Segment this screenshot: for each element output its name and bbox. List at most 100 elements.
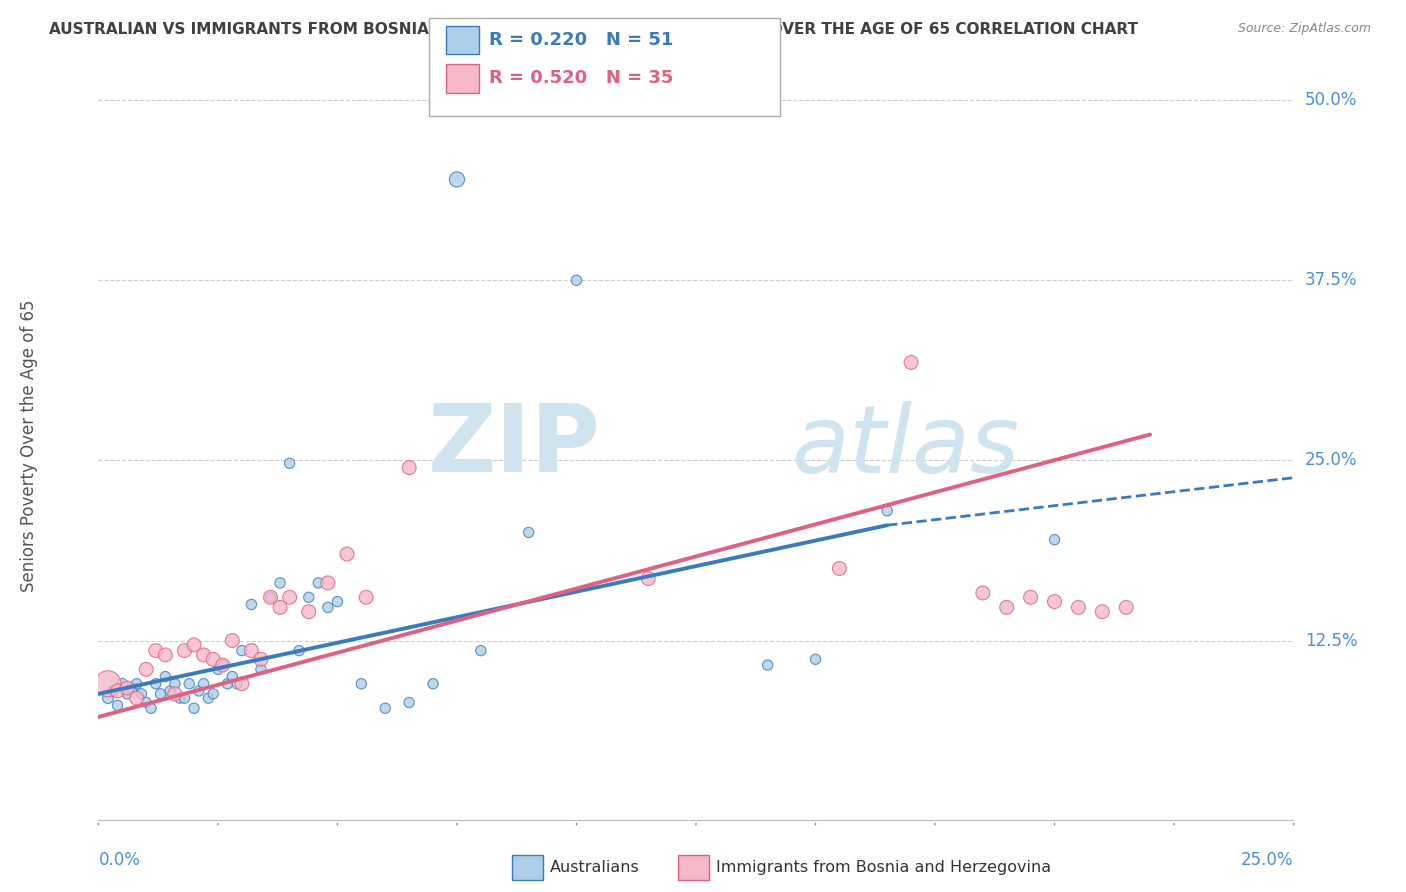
Point — [259, 591, 281, 605]
Point — [217, 677, 239, 691]
Point — [179, 677, 201, 691]
Point — [173, 643, 195, 657]
Point — [278, 456, 301, 470]
Point — [193, 677, 215, 691]
Point — [354, 591, 377, 605]
Point — [115, 681, 138, 695]
Point — [1043, 594, 1066, 608]
Point — [1115, 600, 1137, 615]
Text: R = 0.520   N = 35: R = 0.520 N = 35 — [489, 70, 673, 87]
Point — [107, 698, 129, 713]
Text: atlas: atlas — [792, 401, 1019, 491]
Point — [187, 684, 209, 698]
Point — [240, 643, 263, 657]
Point — [517, 525, 540, 540]
Point — [1019, 591, 1042, 605]
Point — [125, 691, 148, 706]
Point — [149, 687, 172, 701]
Point — [159, 684, 181, 698]
Point — [250, 662, 273, 676]
Point — [446, 172, 468, 186]
Point — [155, 669, 177, 683]
Text: Source: ZipAtlas.com: Source: ZipAtlas.com — [1237, 22, 1371, 36]
Point — [350, 677, 373, 691]
Text: AUSTRALIAN VS IMMIGRANTS FROM BOSNIA AND HERZEGOVINA SENIORS POVERTY OVER THE AG: AUSTRALIAN VS IMMIGRANTS FROM BOSNIA AND… — [49, 22, 1139, 37]
Text: Immigrants from Bosnia and Herzegovina: Immigrants from Bosnia and Herzegovina — [716, 860, 1050, 874]
Point — [221, 669, 243, 683]
Point — [155, 648, 177, 662]
Point — [169, 691, 191, 706]
Point — [197, 691, 219, 706]
Point — [269, 600, 291, 615]
Point — [145, 677, 167, 691]
Point — [231, 643, 253, 657]
Point — [288, 643, 311, 657]
Point — [995, 600, 1018, 615]
Point — [565, 273, 588, 287]
Point — [756, 658, 779, 673]
Point — [207, 662, 229, 676]
Point — [101, 684, 124, 698]
Point — [336, 547, 359, 561]
Point — [828, 561, 851, 575]
Text: 25.0%: 25.0% — [1305, 451, 1357, 469]
Point — [231, 677, 253, 691]
Point — [398, 696, 420, 710]
Point — [1067, 600, 1090, 615]
Point — [259, 591, 281, 605]
Point — [307, 575, 329, 590]
Point — [111, 677, 134, 691]
Point — [121, 681, 143, 695]
Point — [115, 687, 138, 701]
Text: Seniors Poverty Over the Age of 65: Seniors Poverty Over the Age of 65 — [20, 300, 38, 592]
Point — [193, 648, 215, 662]
Point — [183, 701, 205, 715]
Point — [374, 701, 396, 715]
Text: 12.5%: 12.5% — [1305, 632, 1357, 649]
Point — [250, 652, 273, 666]
Point — [173, 691, 195, 706]
Point — [316, 600, 339, 615]
Text: R = 0.220   N = 51: R = 0.220 N = 51 — [489, 31, 673, 49]
Text: 0.0%: 0.0% — [98, 851, 141, 869]
Point — [97, 691, 120, 706]
Point — [422, 677, 444, 691]
Point — [637, 572, 659, 586]
Text: 25.0%: 25.0% — [1241, 851, 1294, 869]
Point — [202, 687, 225, 701]
Point — [202, 652, 225, 666]
Point — [221, 633, 243, 648]
Point — [163, 687, 186, 701]
Point — [900, 355, 922, 369]
Point — [269, 575, 291, 590]
Point — [1043, 533, 1066, 547]
Text: Australians: Australians — [550, 860, 640, 874]
Point — [398, 460, 420, 475]
Point — [131, 687, 153, 701]
Point — [183, 638, 205, 652]
Point — [125, 677, 148, 691]
Point — [298, 605, 321, 619]
Text: 50.0%: 50.0% — [1305, 91, 1357, 109]
Text: 37.5%: 37.5% — [1305, 271, 1357, 289]
Point — [226, 677, 249, 691]
Point — [316, 575, 339, 590]
Point — [145, 643, 167, 657]
Point — [211, 658, 233, 673]
Point — [470, 643, 492, 657]
Point — [163, 677, 186, 691]
Point — [1091, 605, 1114, 619]
Point — [135, 696, 157, 710]
Point — [876, 504, 898, 518]
Point — [972, 586, 994, 600]
Point — [240, 598, 263, 612]
Point — [298, 591, 321, 605]
Point — [135, 662, 157, 676]
Text: ZIP: ZIP — [427, 400, 600, 492]
Point — [107, 684, 129, 698]
Point — [139, 701, 162, 715]
Point — [326, 594, 349, 608]
Point — [278, 591, 301, 605]
Point — [97, 677, 120, 691]
Point — [804, 652, 827, 666]
